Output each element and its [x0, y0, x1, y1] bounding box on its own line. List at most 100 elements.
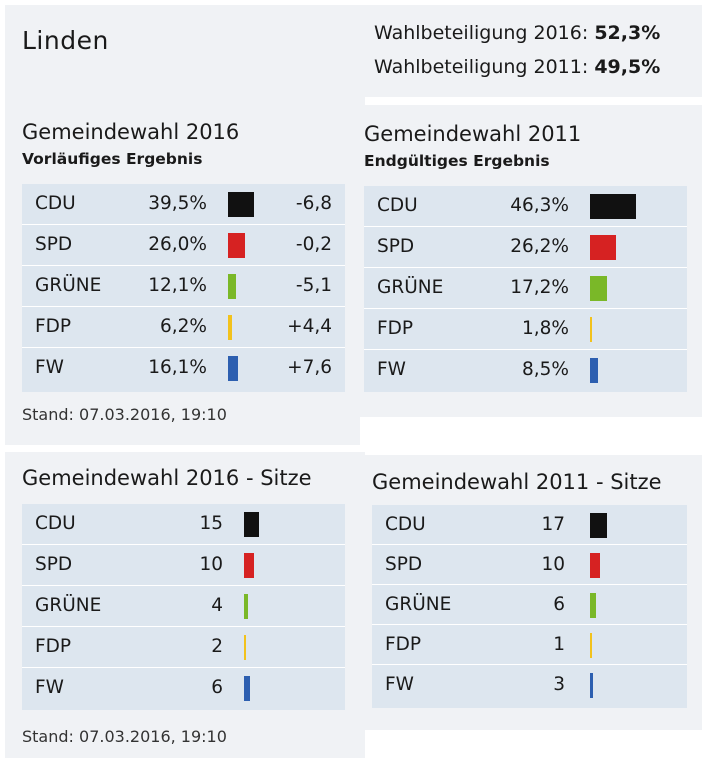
seats-2016-table: CDU 15 SPD 10 GRÜNE 4 FDP 2 FW 6	[22, 504, 345, 710]
results-2011-title: Gemeindewahl 2011	[364, 122, 582, 146]
table-row: GRÜNE 4	[22, 586, 345, 627]
value-label: 1,8%	[522, 318, 569, 339]
bar-fdp	[590, 633, 592, 658]
header-panel-left	[5, 5, 365, 105]
bar-cdu	[244, 512, 259, 537]
bar-fdp	[244, 635, 246, 660]
table-row: FW 6	[22, 668, 345, 709]
results-2011-table: CDU 46,3% SPD 26,2% GRÜNE 17,2% FDP 1,8% FW 8,5%	[364, 186, 687, 392]
value-label: 8,5%	[522, 359, 569, 380]
table-row: CDU 17	[372, 505, 687, 545]
value-label: 17	[541, 514, 565, 535]
bar-gruene	[244, 594, 248, 619]
table-row: CDU 46,3%	[364, 186, 687, 227]
party-label: CDU	[35, 513, 76, 534]
bar-spd	[590, 553, 600, 578]
party-label: CDU	[377, 195, 418, 216]
town-name: Linden	[22, 26, 109, 55]
party-label: SPD	[385, 554, 423, 575]
seats-2011-table: CDU 17 SPD 10 GRÜNE 6 FDP 1 FW 3	[372, 505, 687, 708]
table-row: FW 3	[372, 665, 687, 705]
bar-fw	[228, 356, 238, 381]
turnout-2016: Wahlbeteiligung 2016: 52,3%	[374, 22, 660, 44]
value-label: 26,0%	[148, 234, 207, 255]
party-label: FW	[385, 674, 414, 695]
turnout-2011-value: 49,5%	[594, 56, 661, 78]
party-label: SPD	[377, 236, 415, 257]
bar-gruene	[590, 593, 596, 618]
value-label: 4	[211, 595, 223, 616]
party-label: FW	[35, 677, 64, 698]
results-2016-table: CDU 39,5% -6,8 SPD 26,0% -0,2 GRÜNE 12,1% -5,1 FD…	[22, 184, 345, 392]
table-row: GRÜNE 6	[372, 585, 687, 625]
bar-spd	[590, 235, 616, 260]
table-row: FDP 1,8%	[364, 309, 687, 350]
bar-fw	[244, 676, 250, 701]
party-label: GRÜNE	[35, 275, 102, 296]
table-row: FDP 2	[22, 627, 345, 668]
results-2016-subtitle: Vorläufiges Ergebnis	[22, 150, 203, 168]
table-row: FW 8,5%	[364, 350, 687, 391]
party-label: SPD	[35, 554, 73, 575]
table-row: FDP 1	[372, 625, 687, 665]
value-label: 15	[199, 513, 223, 534]
table-row: FDP 6,2% +4,4	[22, 307, 345, 348]
table-row: CDU 15	[22, 504, 345, 545]
bar-fdp	[228, 315, 232, 340]
bar-gruene	[590, 276, 607, 301]
results-2011-subtitle: Endgültiges Ergebnis	[364, 152, 550, 170]
value-label: 3	[553, 674, 565, 695]
seats-2016-stand: Stand: 07.03.2016, 19:10	[22, 727, 227, 746]
party-label: CDU	[385, 514, 426, 535]
party-label: FW	[35, 357, 64, 378]
table-row: GRÜNE 17,2%	[364, 268, 687, 309]
bar-spd	[228, 233, 245, 258]
value-label: 6	[211, 677, 223, 698]
change-label: +4,4	[287, 316, 332, 337]
party-label: FDP	[385, 634, 422, 655]
value-label: 6	[553, 594, 565, 615]
change-label: -5,1	[295, 275, 332, 296]
value-label: 16,1%	[148, 357, 207, 378]
value-label: 12,1%	[148, 275, 207, 296]
table-row: CDU 39,5% -6,8	[22, 184, 345, 225]
table-row: GRÜNE 12,1% -5,1	[22, 266, 345, 307]
value-label: 39,5%	[148, 193, 207, 214]
party-label: FDP	[35, 316, 72, 337]
change-label: -6,8	[295, 193, 332, 214]
bar-cdu	[228, 192, 254, 217]
change-label: +7,6	[287, 357, 332, 378]
header-panel-right	[365, 5, 702, 97]
table-row: SPD 26,2%	[364, 227, 687, 268]
party-label: CDU	[35, 193, 76, 214]
table-row: SPD 10	[22, 545, 345, 586]
turnout-2016-label: Wahlbeteiligung 2016:	[374, 22, 589, 44]
turnout-2016-value: 52,3%	[594, 22, 661, 44]
results-2016-title: Gemeindewahl 2016	[22, 120, 240, 144]
party-label: GRÜNE	[377, 277, 444, 298]
party-label: FDP	[377, 318, 414, 339]
value-label: 46,3%	[510, 195, 569, 216]
party-label: FW	[377, 359, 406, 380]
turnout-2011-label: Wahlbeteiligung 2011:	[374, 56, 589, 78]
bar-spd	[244, 553, 254, 578]
seats-2016-title: Gemeindewahl 2016 - Sitze	[22, 466, 312, 490]
value-label: 10	[541, 554, 565, 575]
bar-fw	[590, 358, 598, 383]
bar-cdu	[590, 194, 636, 219]
results-2016-stand: Stand: 07.03.2016, 19:10	[22, 405, 227, 424]
value-label: 10	[199, 554, 223, 575]
change-label: -0,2	[295, 234, 332, 255]
table-row: SPD 10	[372, 545, 687, 585]
value-label: 17,2%	[510, 277, 569, 298]
bar-cdu	[590, 513, 607, 538]
party-label: SPD	[35, 234, 73, 255]
bar-gruene	[228, 274, 236, 299]
value-label: 1	[553, 634, 565, 655]
value-label: 2	[211, 636, 223, 657]
seats-2011-title: Gemeindewahl 2011 - Sitze	[372, 470, 662, 494]
table-row: SPD 26,0% -0,2	[22, 225, 345, 266]
value-label: 6,2%	[160, 316, 207, 337]
party-label: FDP	[35, 636, 72, 657]
turnout-2011: Wahlbeteiligung 2011: 49,5%	[374, 56, 660, 78]
